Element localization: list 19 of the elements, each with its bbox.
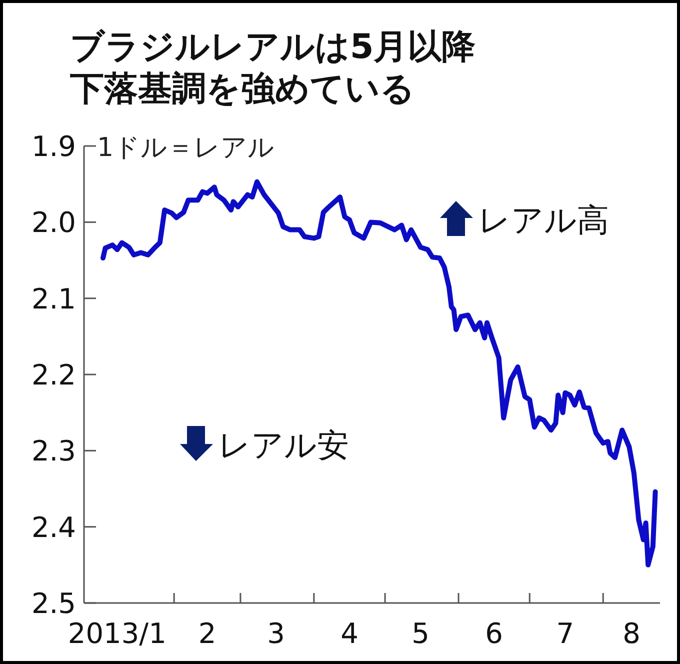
y-tick-label: 2.2 xyxy=(31,358,76,392)
x-tick-label: 4 xyxy=(340,617,358,650)
annotation: レアル高 xyxy=(478,201,609,239)
x-tick-label: 6 xyxy=(485,617,503,650)
y-tick-label: 1.9 xyxy=(31,130,76,163)
annotation: レアル安 xyxy=(218,426,349,464)
y-tick-label: 2.4 xyxy=(31,510,76,544)
y-tick-label: 2.5 xyxy=(31,587,76,620)
x-tick-label: 8 xyxy=(622,617,640,650)
x-tick-label: 3 xyxy=(267,617,285,650)
chart-title: ブラジルレアルは5月以降下落基調を強めている xyxy=(69,27,476,109)
y-tick-label: 2.3 xyxy=(31,434,76,468)
x-tick-label: 5 xyxy=(412,617,430,650)
y-tick-label: 2.1 xyxy=(31,282,76,316)
x-tick-label: 7 xyxy=(556,617,574,650)
y-axis-title: 1ドル＝レアル xyxy=(97,133,275,163)
x-tick-label: 2 xyxy=(198,617,216,650)
y-tick-label: 2.0 xyxy=(31,206,76,240)
x-tick-label: 2013/1 xyxy=(68,617,166,650)
